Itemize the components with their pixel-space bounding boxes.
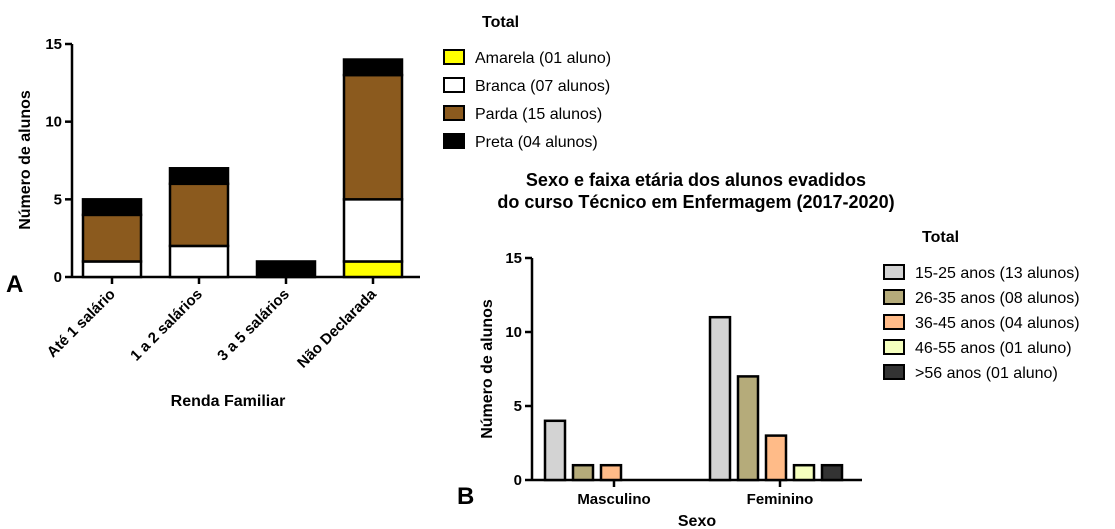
chart-a-y-tick-label: 10 xyxy=(45,114,62,131)
chart-a-legend-title: Total xyxy=(482,14,519,31)
chart-a-legend-swatch xyxy=(443,105,465,121)
chart-b-legend-swatch xyxy=(883,339,905,355)
chart-b-y-tick-label: 15 xyxy=(505,250,522,267)
chart-a-legend-swatch xyxy=(443,133,465,149)
chart-b-legend-swatch xyxy=(883,314,905,330)
chart-a-legend-label: Branca (07 alunos) xyxy=(475,78,610,95)
panel-b-label: B xyxy=(457,483,474,510)
chart-b-title-line-2: do curso Técnico em Enfermagem (2017-202… xyxy=(497,192,894,212)
chart-a-bar-segment xyxy=(81,260,143,279)
chart-b-title-line-1: Sexo e faixa etária dos alunos evadidos xyxy=(526,170,866,190)
chart-b-legend-title: Total xyxy=(922,229,959,246)
chart-b-category-label: Masculino xyxy=(577,491,650,508)
chart-a-bar-segment xyxy=(168,167,230,186)
chart-a-legend-label: Preta (04 alunos) xyxy=(475,134,598,151)
chart-a-bar-segment xyxy=(342,198,404,263)
chart-a-legend-label: Amarela (01 aluno) xyxy=(475,50,611,67)
chart-b-y-tick-label: 10 xyxy=(505,324,522,341)
chart-a-bar-segment xyxy=(342,260,404,279)
chart-b-y-tick-label: 0 xyxy=(514,472,522,489)
chart-b-legend: 15-25 anos (13 alunos) 26-35 anos (08 alu… xyxy=(883,264,1080,382)
chart-a-category-label: Até 1 salário xyxy=(44,286,119,361)
chart-a-bar-segment xyxy=(342,58,404,77)
chart-a-bar-segment xyxy=(255,260,317,279)
chart-b-bar xyxy=(792,463,816,482)
chart-a-legend: Amarela (01 aluno) Branca (07 alunos) Pard… xyxy=(443,49,611,151)
chart-a-bar-segment xyxy=(81,198,143,217)
chart-b-legend-label: 36-45 anos (04 alunos) xyxy=(915,315,1080,332)
chart-a-bar-segment xyxy=(81,213,143,263)
panel-a-label: A xyxy=(6,271,23,298)
chart-b-legend-label: 15-25 anos (13 alunos) xyxy=(915,265,1080,282)
chart-b-bar xyxy=(599,463,623,482)
chart-b-bar xyxy=(708,315,732,482)
chart-a-y-tick-label: 5 xyxy=(54,191,62,208)
chart-a: A Número de alunos Renda Familiar 0 5 10 15… xyxy=(6,14,611,410)
chart-a-x-axis-label: Renda Familiar xyxy=(171,393,286,410)
chart-b-legend-label: 26-35 anos (08 alunos) xyxy=(915,290,1080,307)
chart-a-bar-segment xyxy=(168,244,230,279)
chart-b-bar xyxy=(820,463,844,482)
chart-a-category-label: 1 a 2 salários xyxy=(127,286,206,365)
chart-b-y-tick-label: 5 xyxy=(514,398,522,415)
chart-b-bar xyxy=(543,419,567,482)
chart-a-legend-label: Parda (15 alunos) xyxy=(475,106,602,123)
chart-a-legend-swatch xyxy=(443,77,465,93)
chart-b-legend-label: 46-55 anos (01 aluno) xyxy=(915,340,1072,357)
chart-b-legend-swatch xyxy=(883,364,905,380)
chart-a-category-label: 3 a 5 salários xyxy=(214,286,293,365)
chart-a-legend-swatch xyxy=(443,49,465,65)
chart-b: B Sexo e faixa etária dos alunos evadido… xyxy=(457,170,1080,529)
chart-b-bar xyxy=(764,434,788,482)
chart-a-bar-segment xyxy=(168,182,230,248)
chart-a-y-tick-label: 0 xyxy=(54,269,62,286)
chart-b-bar xyxy=(736,375,760,482)
chart-b-category-label: Feminino xyxy=(747,491,814,508)
chart-a-y-axis-label: Número de alunos xyxy=(17,90,34,230)
chart-a-category-label: Não Declarada xyxy=(294,285,380,371)
chart-b-legend-swatch xyxy=(883,289,905,305)
chart-b-bar xyxy=(571,463,595,482)
chart-a-y-tick-label: 15 xyxy=(45,36,62,53)
chart-a-bar-segment xyxy=(342,73,404,201)
chart-b-legend-swatch xyxy=(883,264,905,280)
chart-b-x-axis-label: Sexo xyxy=(678,513,716,529)
chart-b-y-axis-label: Número de alunos xyxy=(479,299,496,439)
chart-b-legend-label: >56 anos (01 aluno) xyxy=(915,365,1058,382)
